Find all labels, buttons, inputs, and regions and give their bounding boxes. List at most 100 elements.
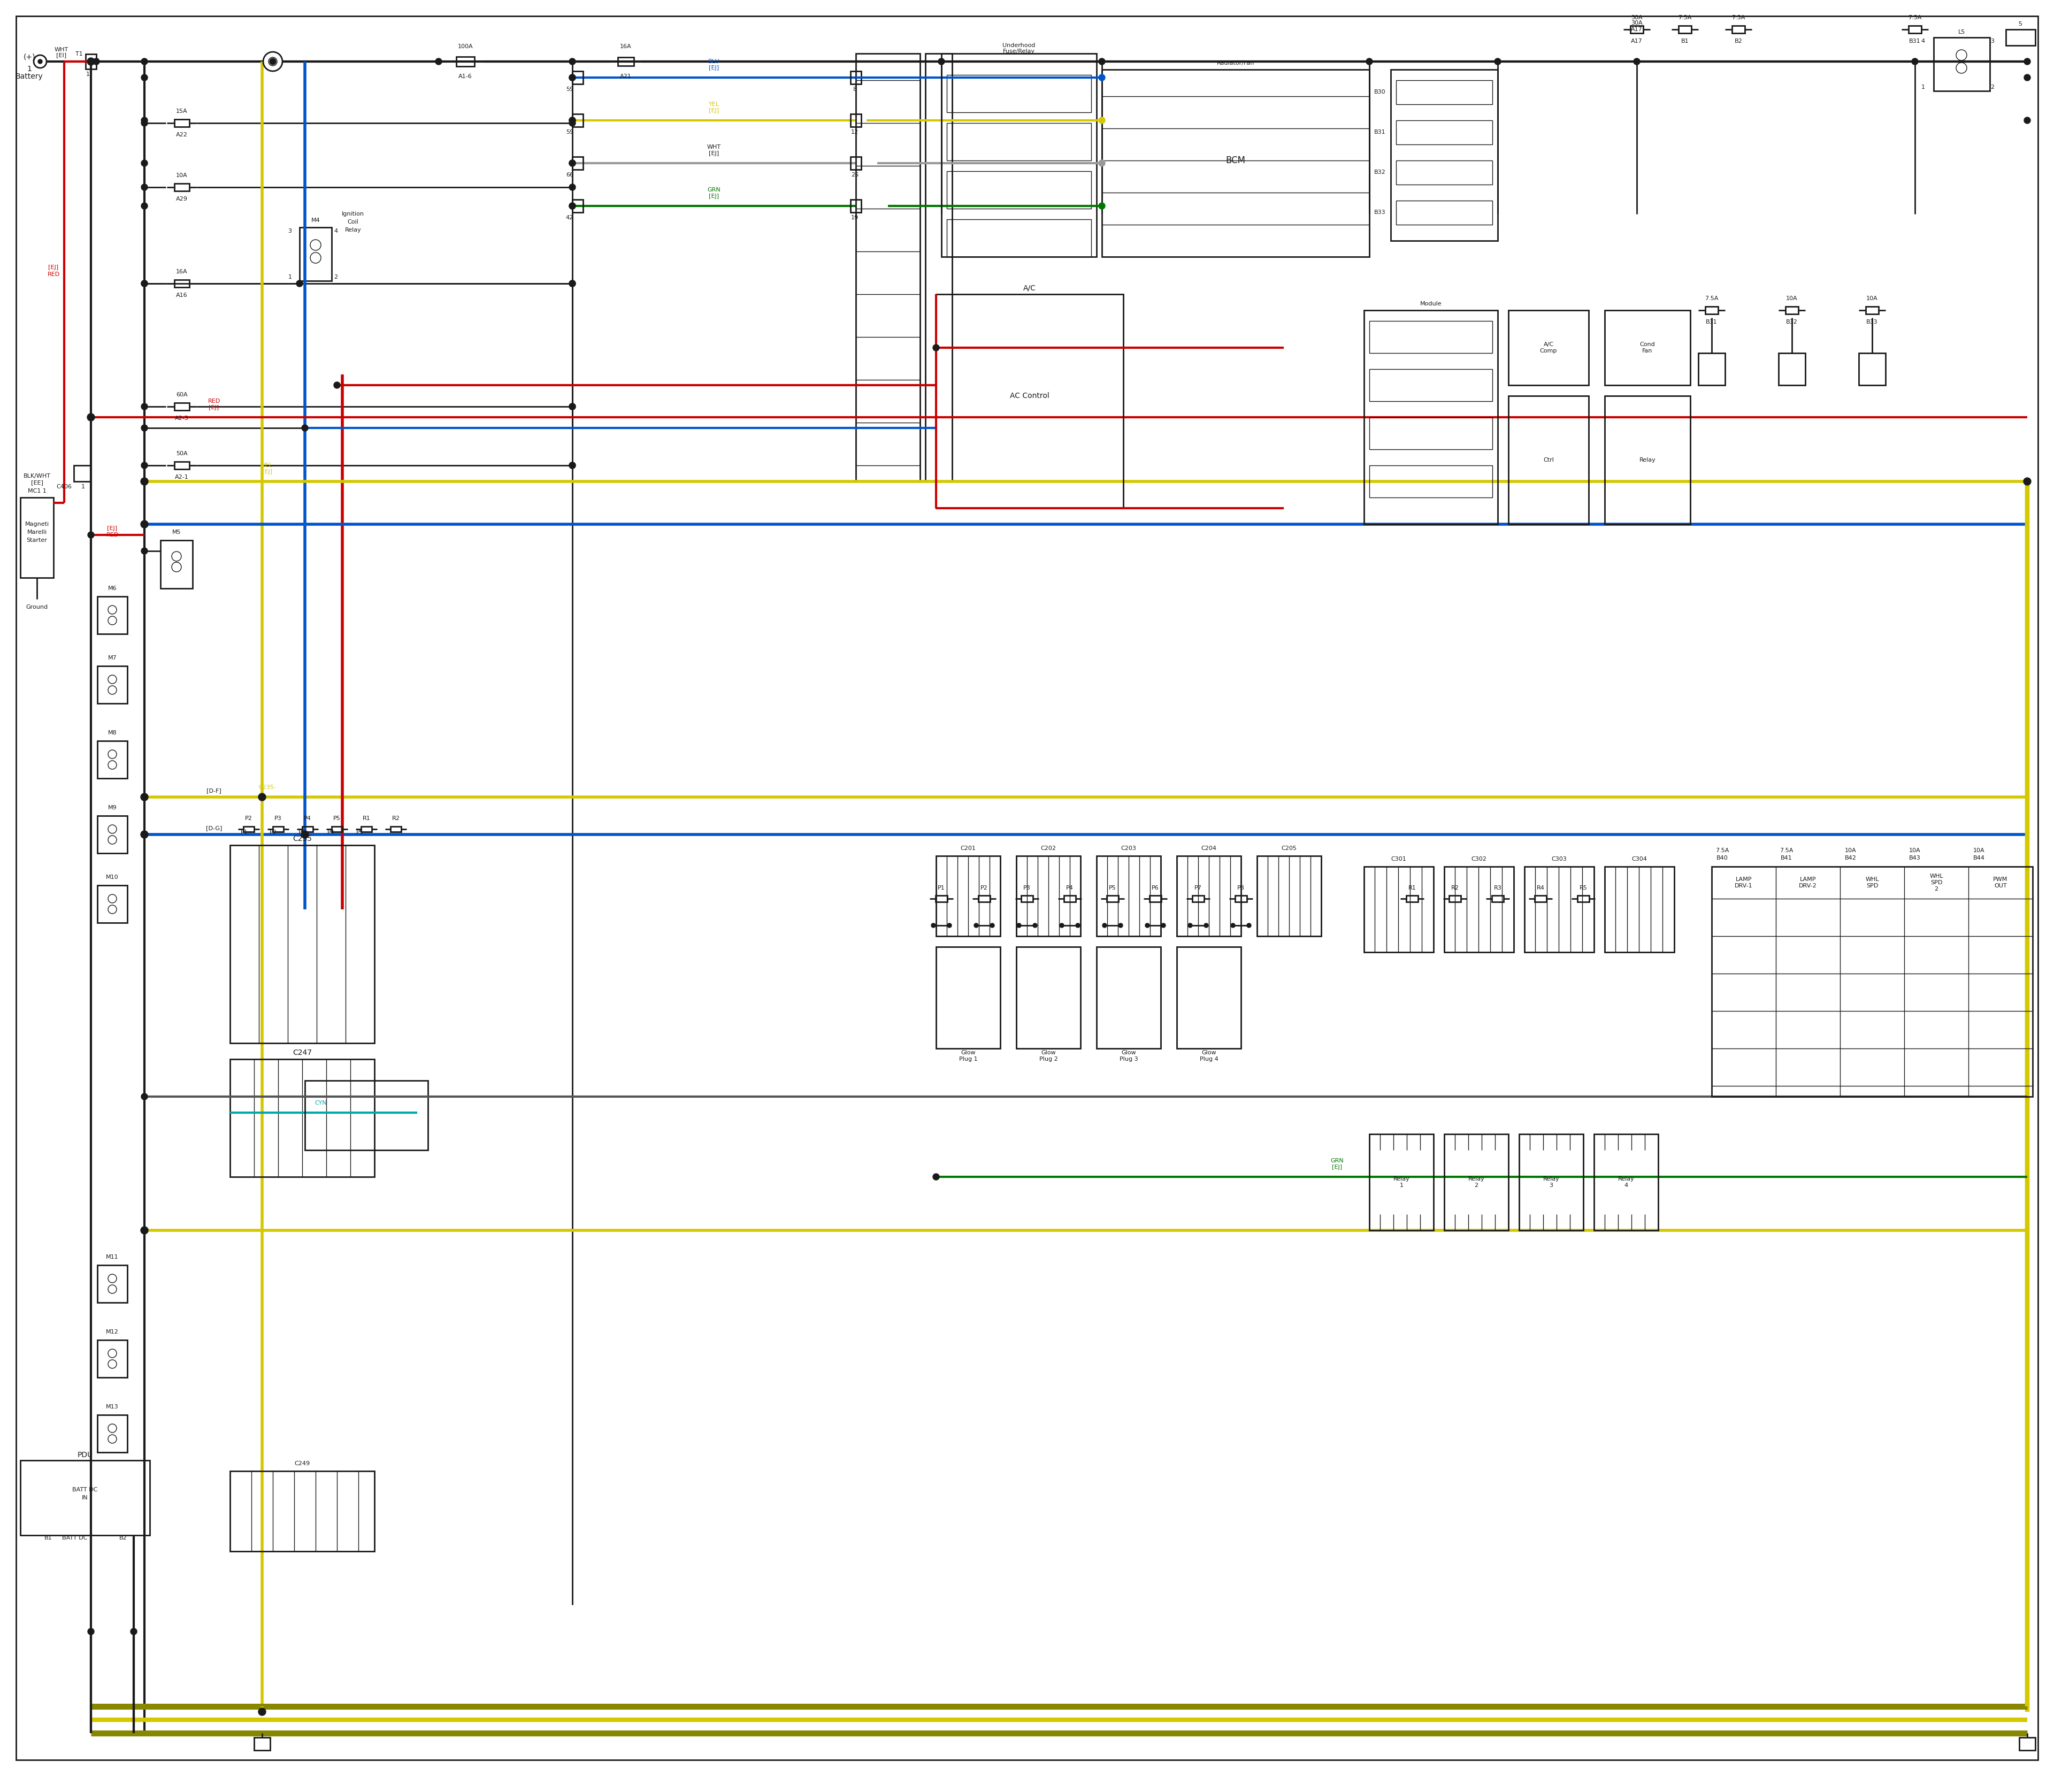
Text: PWM
OUT: PWM OUT bbox=[1992, 876, 2009, 889]
Text: 1: 1 bbox=[80, 484, 84, 489]
Bar bbox=[1017, 857, 1080, 935]
Text: [EJ]: [EJ] bbox=[709, 194, 719, 199]
Text: R5: R5 bbox=[1580, 885, 1588, 891]
Text: 60A: 60A bbox=[177, 392, 187, 398]
Circle shape bbox=[569, 120, 575, 125]
Text: 66: 66 bbox=[567, 172, 573, 177]
Text: [EJ]: [EJ] bbox=[210, 405, 220, 410]
Circle shape bbox=[109, 1274, 117, 1283]
Circle shape bbox=[109, 686, 117, 694]
Bar bbox=[1257, 857, 1321, 935]
Circle shape bbox=[1099, 202, 1105, 210]
Text: Radiator/Fan: Radiator/Fan bbox=[1216, 61, 1255, 66]
Bar bbox=[1604, 310, 1690, 385]
Bar bbox=[1508, 396, 1588, 525]
Circle shape bbox=[302, 831, 308, 839]
Circle shape bbox=[109, 606, 117, 615]
Circle shape bbox=[263, 52, 283, 72]
Circle shape bbox=[142, 120, 148, 125]
Bar bbox=[175, 403, 189, 410]
Bar bbox=[1397, 201, 1493, 224]
Bar bbox=[1017, 946, 1080, 1048]
Bar bbox=[2019, 1738, 2036, 1751]
Text: 2: 2 bbox=[1990, 84, 1994, 90]
Circle shape bbox=[140, 831, 148, 839]
Bar bbox=[97, 815, 127, 853]
Circle shape bbox=[1076, 923, 1080, 928]
Text: Magneti: Magneti bbox=[25, 521, 49, 527]
Circle shape bbox=[140, 1226, 148, 1235]
Text: P8: P8 bbox=[1237, 885, 1245, 891]
Text: P2: P2 bbox=[244, 815, 253, 821]
Text: C249: C249 bbox=[294, 1460, 310, 1466]
Bar bbox=[573, 72, 583, 84]
Text: 100A: 100A bbox=[458, 43, 472, 48]
Circle shape bbox=[310, 240, 320, 251]
Text: 42: 42 bbox=[565, 215, 573, 220]
Circle shape bbox=[930, 923, 935, 928]
Text: 4: 4 bbox=[335, 228, 337, 233]
Text: B33: B33 bbox=[1867, 319, 1877, 324]
Text: M10: M10 bbox=[107, 874, 119, 880]
Bar bbox=[1444, 867, 1514, 952]
Text: R2: R2 bbox=[1450, 885, 1458, 891]
Circle shape bbox=[1247, 923, 1251, 928]
Circle shape bbox=[2023, 478, 2031, 486]
Circle shape bbox=[1099, 59, 1105, 65]
Bar bbox=[390, 826, 401, 831]
Bar bbox=[230, 846, 374, 1043]
Circle shape bbox=[88, 532, 94, 538]
Circle shape bbox=[92, 59, 99, 65]
Bar bbox=[1397, 120, 1493, 145]
Circle shape bbox=[569, 403, 575, 410]
Bar bbox=[1711, 867, 2033, 1097]
Circle shape bbox=[974, 923, 978, 928]
Text: 10A: 10A bbox=[1787, 296, 1797, 301]
Bar bbox=[1107, 896, 1119, 901]
Circle shape bbox=[569, 462, 575, 468]
Text: A21: A21 bbox=[620, 73, 633, 79]
Circle shape bbox=[142, 403, 148, 410]
Text: [EJ]: [EJ] bbox=[709, 151, 719, 156]
Circle shape bbox=[142, 521, 148, 527]
Text: 10A: 10A bbox=[1844, 848, 1857, 853]
Bar bbox=[74, 466, 90, 482]
Circle shape bbox=[569, 116, 575, 124]
Text: B32: B32 bbox=[1787, 319, 1797, 324]
Text: R1: R1 bbox=[1409, 885, 1415, 891]
Circle shape bbox=[296, 280, 302, 287]
Bar bbox=[1370, 418, 1493, 450]
Text: C235-: C235- bbox=[259, 785, 275, 790]
Text: C301: C301 bbox=[1391, 857, 1407, 862]
Bar bbox=[1370, 321, 1493, 353]
Text: A22: A22 bbox=[177, 133, 187, 138]
Circle shape bbox=[1033, 923, 1037, 928]
Bar bbox=[1177, 857, 1241, 935]
Text: R3: R3 bbox=[1493, 885, 1501, 891]
Text: B1: B1 bbox=[1680, 38, 1688, 43]
Circle shape bbox=[1099, 159, 1105, 167]
Bar bbox=[926, 54, 953, 482]
Bar bbox=[97, 667, 127, 704]
Text: CYN: CYN bbox=[314, 1100, 327, 1106]
Circle shape bbox=[142, 159, 148, 167]
Bar bbox=[935, 896, 947, 901]
Bar bbox=[1364, 310, 1497, 525]
Text: Relay
4: Relay 4 bbox=[1619, 1176, 1635, 1188]
Bar bbox=[97, 885, 127, 923]
Text: 19: 19 bbox=[850, 215, 859, 220]
Bar bbox=[1865, 306, 1879, 314]
Text: 7.5A: 7.5A bbox=[1678, 14, 1692, 20]
Circle shape bbox=[142, 1093, 148, 1100]
Text: B43: B43 bbox=[1908, 855, 1920, 860]
Bar bbox=[937, 294, 1124, 509]
Circle shape bbox=[109, 905, 117, 914]
Bar bbox=[573, 199, 583, 213]
Bar bbox=[1699, 353, 1725, 385]
Circle shape bbox=[569, 202, 575, 210]
Bar bbox=[1859, 353, 1886, 385]
Bar bbox=[573, 156, 583, 170]
Circle shape bbox=[1204, 923, 1208, 928]
Bar bbox=[97, 1416, 127, 1452]
Bar bbox=[850, 199, 861, 213]
